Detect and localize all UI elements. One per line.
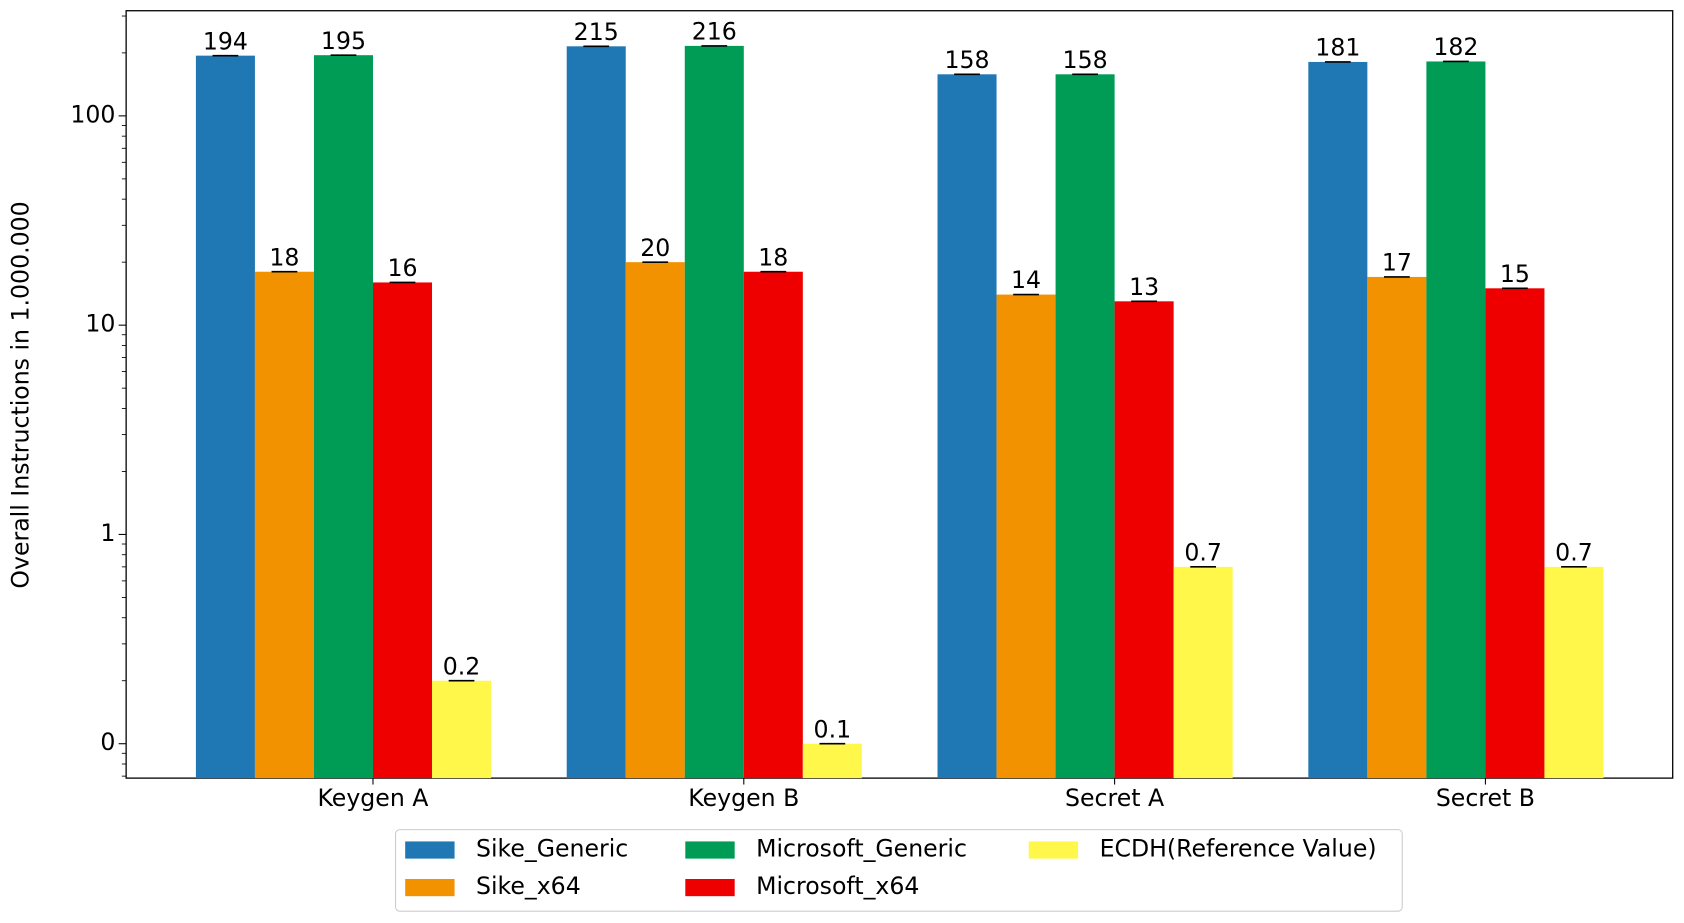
value-label: 20 <box>640 234 670 262</box>
x-tick-label: Keygen B <box>688 784 799 812</box>
legend-label: Microsoft_x64 <box>756 872 919 900</box>
value-label: 0.7 <box>1184 538 1222 566</box>
value-label: 16 <box>387 254 417 282</box>
value-label: 158 <box>944 46 989 74</box>
value-label: 216 <box>692 18 737 46</box>
bar <box>372 282 433 779</box>
y-tick-label: 10 <box>85 310 115 338</box>
legend-swatch <box>685 878 735 897</box>
bar <box>432 680 492 779</box>
value-label: 18 <box>758 243 788 271</box>
value-label: 182 <box>1433 33 1478 61</box>
legend-swatch <box>685 841 735 859</box>
legend-label: ECDH(Reference Value) <box>1100 835 1377 863</box>
bar <box>937 74 997 779</box>
bar <box>1367 276 1427 779</box>
legend-box <box>394 829 1403 912</box>
value-label: 195 <box>321 27 366 55</box>
bar <box>313 55 373 779</box>
legend-swatch <box>1028 841 1079 859</box>
x-tick-label: Keygen A <box>318 784 429 812</box>
bar <box>1485 288 1545 779</box>
bar <box>996 294 1056 779</box>
legend-swatch <box>405 878 455 897</box>
plot-frame <box>125 10 1674 779</box>
legend-label: Microsoft_Generic <box>756 835 967 863</box>
value-label: 158 <box>1063 46 1108 74</box>
bar <box>1173 566 1233 779</box>
bar <box>1426 61 1486 779</box>
legend-label: Sike_Generic <box>476 835 628 863</box>
y-tick-label: 0 <box>100 728 115 756</box>
bar <box>1055 74 1115 779</box>
value-label: 17 <box>1382 249 1412 277</box>
value-label: 0.1 <box>814 715 852 743</box>
bar <box>743 271 803 779</box>
bar <box>1308 61 1368 779</box>
value-label: 0.2 <box>443 652 481 680</box>
bar <box>1544 566 1604 779</box>
bar <box>566 46 626 779</box>
bar <box>1114 301 1174 779</box>
value-label: 181 <box>1315 34 1360 62</box>
bar <box>195 55 255 779</box>
value-label: 14 <box>1011 266 1041 294</box>
legend-swatch <box>405 841 455 859</box>
value-label: 13 <box>1129 273 1159 301</box>
legend-label: Sike_x64 <box>476 872 581 900</box>
value-label: 194 <box>203 27 248 55</box>
value-label: 15 <box>1500 260 1530 288</box>
x-tick-label: Secret B <box>1436 784 1535 812</box>
bar <box>625 262 685 779</box>
y-axis-label: Overall Instructions in 1.000.000 <box>7 201 35 588</box>
value-label: 215 <box>574 18 619 46</box>
x-tick-label: Secret A <box>1065 784 1164 812</box>
bar <box>254 271 314 779</box>
y-tick-label: 100 <box>70 100 115 128</box>
y-tick-label: 1 <box>100 519 115 547</box>
bar <box>684 45 744 779</box>
value-label: 0.7 <box>1555 538 1593 566</box>
bar <box>802 743 862 779</box>
value-label: 18 <box>269 243 299 271</box>
